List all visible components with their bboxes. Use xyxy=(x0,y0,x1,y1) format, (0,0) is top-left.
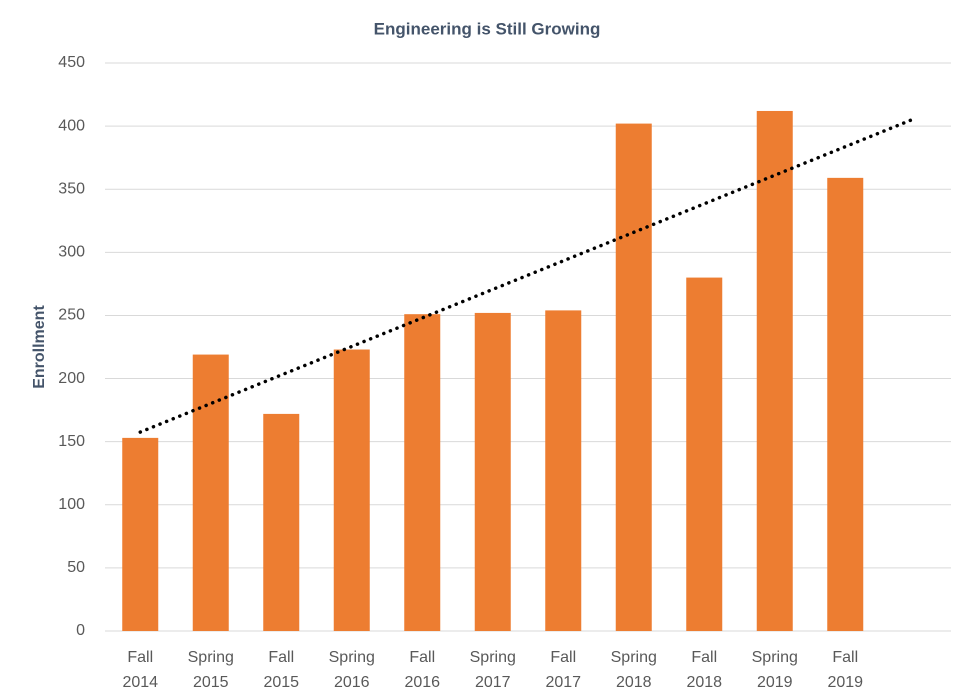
bar xyxy=(263,413,300,631)
x-tick-label: Fall xyxy=(550,649,576,666)
x-tick-label: Spring xyxy=(611,649,657,666)
y-tick-label: 0 xyxy=(76,622,85,639)
bar xyxy=(827,177,864,631)
x-tick-label: 2019 xyxy=(827,674,863,691)
y-tick-label: 250 xyxy=(58,307,85,324)
x-tick-label: 2019 xyxy=(757,674,793,691)
y-tick-label: 300 xyxy=(58,244,85,261)
x-tick-label: Spring xyxy=(752,649,798,666)
x-tick-label: Spring xyxy=(329,649,375,666)
x-tick-label: Fall xyxy=(691,649,717,666)
y-tick-label: 200 xyxy=(58,370,85,387)
y-tick-label: 350 xyxy=(58,180,85,197)
bar xyxy=(122,437,159,631)
x-tick-label: Fall xyxy=(832,649,858,666)
x-tick-label: 2017 xyxy=(545,674,581,691)
bar xyxy=(333,349,370,631)
x-tick-label: Fall xyxy=(409,649,435,666)
x-tick-label: 2016 xyxy=(334,674,370,691)
trendline xyxy=(138,116,918,434)
y-tick-label: 150 xyxy=(58,433,85,450)
bar xyxy=(192,354,229,631)
bar xyxy=(404,314,441,631)
x-tick-label: Fall xyxy=(127,649,153,666)
chart-title: Engineering is Still Growing xyxy=(374,19,601,38)
x-tick-label: 2018 xyxy=(686,674,722,691)
x-tick-label: 2018 xyxy=(616,674,652,691)
y-axis-label: Enrollment xyxy=(31,305,48,389)
y-tick-label: 400 xyxy=(58,117,85,134)
bar xyxy=(474,312,511,631)
x-tick-label: Fall xyxy=(268,649,294,666)
x-tick-label: 2015 xyxy=(193,674,229,691)
bar xyxy=(615,123,652,631)
bar xyxy=(686,277,723,631)
x-tick-label: 2014 xyxy=(122,674,158,691)
bar xyxy=(545,310,582,631)
y-tick-label: 450 xyxy=(58,54,85,71)
x-tick-label: Spring xyxy=(470,649,516,666)
y-tick-label: 50 xyxy=(67,559,85,576)
x-tick-label: Spring xyxy=(188,649,234,666)
x-tick-label: 2017 xyxy=(475,674,511,691)
y-tick-label: 100 xyxy=(58,496,85,513)
bar xyxy=(756,110,793,631)
x-tick-label: 2016 xyxy=(404,674,440,691)
x-tick-label: 2015 xyxy=(263,674,299,691)
